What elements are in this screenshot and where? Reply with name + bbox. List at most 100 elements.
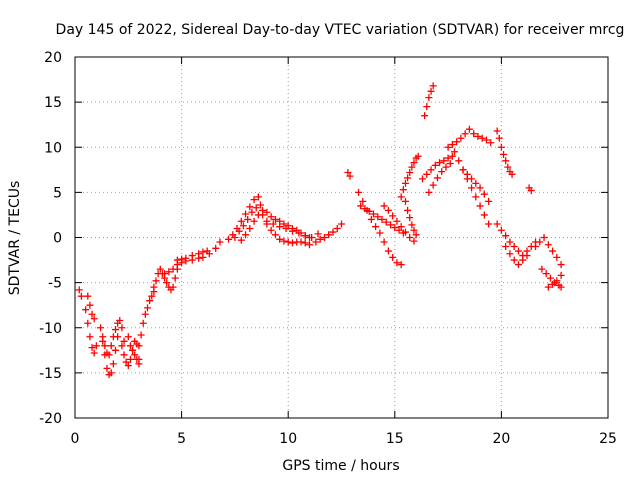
series-sat-g [135, 288, 158, 350]
data-point [239, 222, 247, 230]
series-sat-x [419, 152, 456, 183]
plot-area-border [74, 56, 609, 419]
data-point [397, 223, 405, 231]
data-point [263, 208, 271, 216]
data-point [463, 170, 471, 178]
series-sat-i [161, 238, 224, 278]
data-point [519, 256, 527, 264]
data-point [84, 319, 92, 327]
data-point [544, 283, 552, 291]
data-point [482, 136, 490, 144]
data-point [514, 247, 522, 255]
data-point [90, 349, 98, 357]
data-point [306, 241, 314, 249]
data-point [414, 152, 422, 160]
data-point [397, 261, 405, 269]
data-point [444, 154, 452, 162]
data-point [259, 211, 267, 219]
data-point [502, 243, 510, 251]
data-point [165, 268, 173, 276]
data-point [276, 235, 284, 243]
series-sat-u [397, 152, 422, 201]
data-point [450, 148, 458, 156]
series-sat-v [401, 197, 420, 239]
data-point [431, 161, 439, 169]
data-point [410, 159, 418, 167]
data-point [109, 333, 117, 341]
data-point [120, 337, 128, 345]
data-point [542, 270, 550, 278]
data-point [406, 214, 414, 222]
data-point [344, 169, 352, 177]
data-point [297, 238, 305, 246]
data-point [472, 179, 480, 187]
series-sat-n [259, 211, 314, 249]
data-point [237, 236, 245, 244]
data-point [288, 239, 296, 247]
data-point [107, 342, 115, 350]
data-point [508, 170, 516, 178]
data-point [382, 218, 390, 226]
series-sat-a [75, 286, 100, 357]
data-point [212, 244, 220, 252]
data-point [99, 333, 107, 341]
y-tick-label: 15 [44, 95, 62, 111]
data-point [387, 221, 395, 229]
data-point [346, 172, 354, 180]
series-sat-w [421, 82, 437, 120]
data-point [276, 223, 284, 231]
data-point [135, 342, 143, 350]
data-point [425, 188, 433, 196]
data-point [126, 342, 134, 350]
data-point [246, 203, 254, 211]
data-point [523, 252, 531, 260]
data-point [139, 319, 147, 327]
data-point [461, 130, 469, 138]
series-sat-t [380, 202, 418, 245]
data-point [131, 351, 139, 359]
data-point [404, 206, 412, 214]
data-point [444, 143, 452, 151]
data-point [391, 224, 399, 232]
data-point [389, 253, 397, 261]
data-point [75, 286, 83, 294]
data-point [267, 213, 275, 221]
data-point [427, 87, 435, 95]
data-point [137, 331, 145, 339]
data-point [203, 247, 211, 255]
data-point [301, 232, 309, 240]
data-point [109, 360, 117, 368]
data-point [263, 217, 271, 225]
data-point [408, 221, 416, 229]
data-point [487, 139, 495, 147]
data-point [433, 174, 441, 182]
data-point [288, 227, 296, 235]
data-point [118, 342, 126, 350]
data-point [250, 217, 258, 225]
chart-title: Day 145 of 2022, Sidereal Day-to-day VTE… [56, 22, 625, 38]
y-tick-label: -20 [39, 411, 62, 427]
series-sat-r [355, 188, 405, 269]
data-point [493, 220, 501, 228]
data-point [169, 283, 177, 291]
data-point [369, 210, 377, 218]
y-tick-label: -5 [48, 276, 62, 292]
data-point [280, 220, 288, 228]
data-point [107, 369, 115, 377]
data-point [120, 351, 128, 359]
data-point [152, 277, 160, 285]
data-point [442, 163, 450, 171]
data-point [410, 237, 418, 245]
data-point [338, 220, 345, 228]
y-tick-label: 20 [44, 50, 62, 66]
data-point [173, 256, 181, 264]
points-layer [75, 82, 565, 379]
data-point [436, 159, 444, 167]
data-point [357, 202, 365, 210]
series-sat-ac [493, 127, 516, 178]
data-point [284, 238, 292, 246]
data-point [389, 212, 397, 220]
data-point [470, 130, 478, 138]
data-point [169, 265, 177, 273]
data-point [419, 175, 427, 183]
